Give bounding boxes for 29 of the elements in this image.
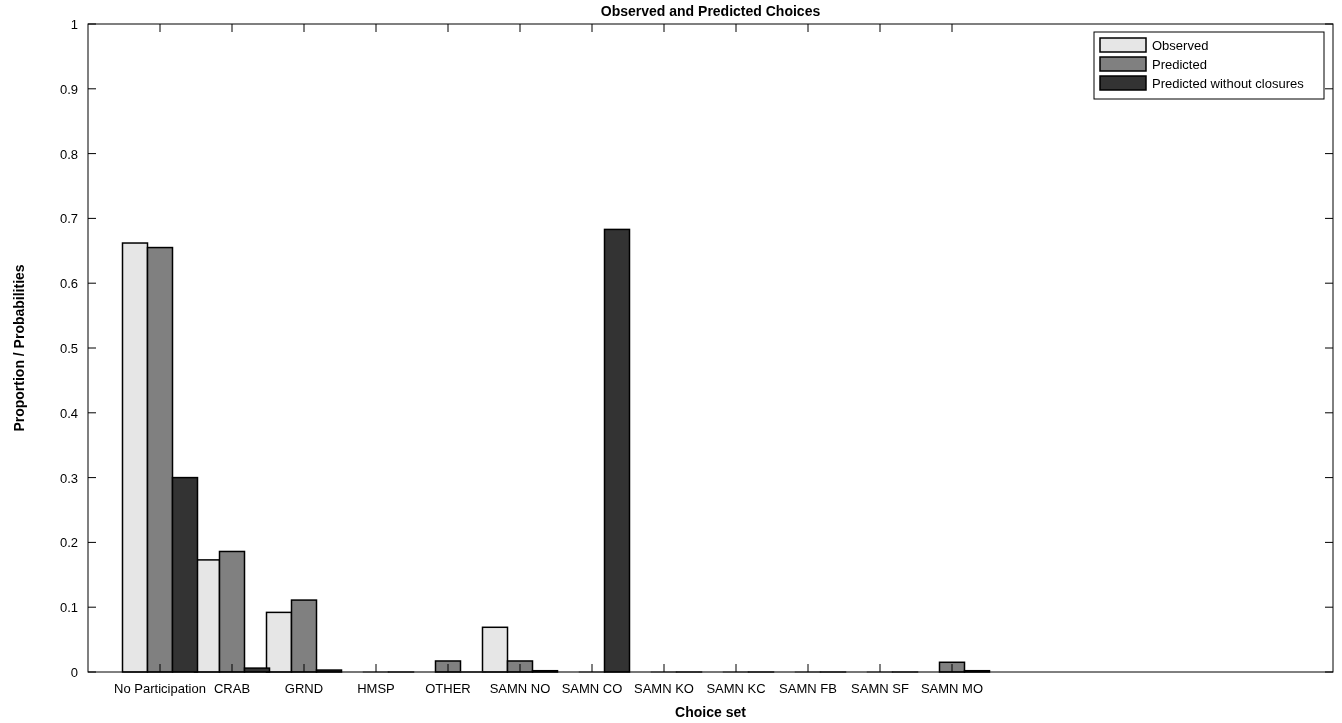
y-axis-title: Proportion / Probabilities [11,264,27,432]
y-tick-label: 1 [70,17,78,32]
x-tick-label: SAMN MO [920,681,984,696]
legend-label: Predicted without closures [1152,76,1305,91]
y-tick-label: 0 [70,665,78,680]
x-tick-label: SAMN KO [634,681,694,696]
x-tick-label: SAMN NO [489,681,551,696]
y-tick-label: 0.1 [59,600,78,616]
legend-label: Observed [1152,38,1209,53]
x-tick-label: No Participation [114,681,206,696]
x-tick-label: CRAB [213,681,251,696]
chart-title: Observed and Predicted Choices [600,3,821,19]
y-tick-label: 0.5 [59,341,78,356]
legend-label: Predicted [1152,57,1207,72]
x-axis-title: Choice set [675,704,747,720]
y-tick-label: 0.9 [59,81,78,97]
y-tick-label: 0.8 [59,146,78,162]
x-tick-label: SAMN KC [706,681,766,696]
y-tick-label: 0.2 [59,535,78,551]
y-tick-label: 0.4 [59,405,78,421]
y-tick-label: 0.6 [59,276,78,292]
x-tick-label: SAMN FB [779,681,837,696]
y-tick-label: 0.7 [59,211,78,227]
x-tick-label: GRND [284,681,324,696]
y-tick-label: 0.3 [59,470,78,486]
x-tick-label: HMSP [357,681,395,696]
x-tick-label: OTHER [425,681,471,696]
x-tick-label: SAMN CO [561,681,623,696]
x-tick-label: SAMN SF [851,681,909,696]
